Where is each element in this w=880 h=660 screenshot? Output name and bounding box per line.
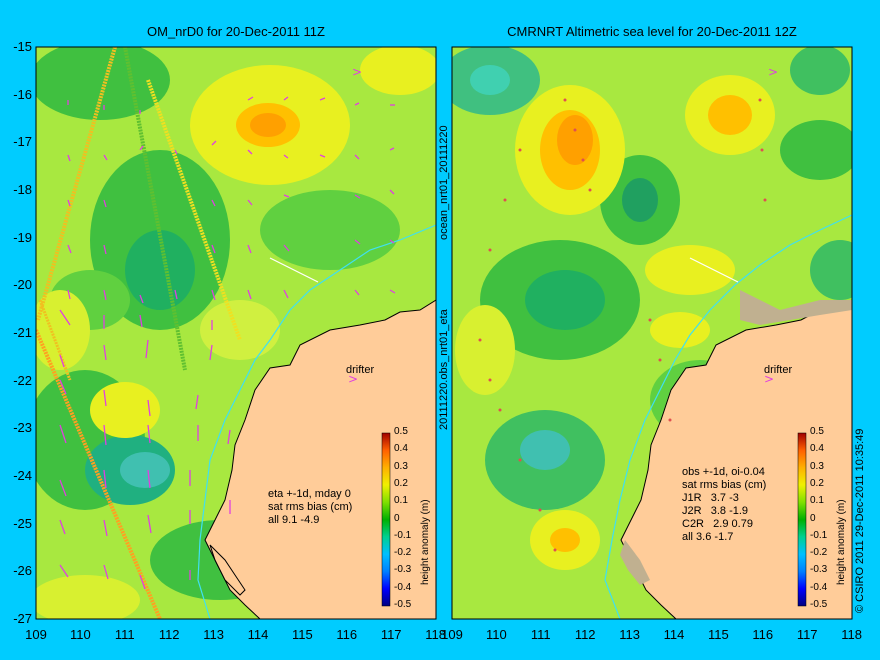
colorbar-tick-label: 0.5 xyxy=(810,426,824,437)
colorbar-label-right: height anomaly (m) xyxy=(836,499,847,585)
y-tick-label: -18 xyxy=(13,182,32,197)
y-tick-label: -17 xyxy=(13,134,32,150)
x-tick-label: 109 xyxy=(25,627,47,642)
drifter-label-right: drifter xyxy=(764,364,793,376)
colorbar-tick-label: 0.5 xyxy=(394,426,408,437)
right-stats: obs +-1d, oi-0.04 sat rms bias (cm) J1R … xyxy=(682,466,767,543)
colorbar-tick-label: -0.3 xyxy=(394,564,412,576)
y-tick-label: -20 xyxy=(13,277,32,293)
colorbar-tick-label: 0.4 xyxy=(394,443,408,455)
altimeter-dots xyxy=(478,98,767,552)
y-tick-label: -15 xyxy=(13,39,32,54)
colorbar-tick-label: 0 xyxy=(394,512,400,524)
y-tick-label: -25 xyxy=(13,515,32,531)
left-map: > > xyxy=(36,47,436,619)
x-tick-label: 118 xyxy=(841,627,862,642)
svg-text:>: > xyxy=(352,65,362,79)
x-tick-label: 110 xyxy=(70,627,91,642)
colorbar-tick-label: -0.5 xyxy=(810,599,828,610)
colorbar-tick-label: -0.4 xyxy=(394,581,412,593)
colorbar-tick-label: -0.2 xyxy=(394,547,412,559)
x-tick-label: 114 xyxy=(247,627,269,642)
colorbar-tick-label: 0.1 xyxy=(810,495,824,507)
x-tick-label: 111 xyxy=(114,627,135,642)
colorbar-tick-label: 0.2 xyxy=(810,477,824,489)
left-stats: eta +-1d, mday 0 sat rms bias (cm) all 9… xyxy=(268,488,353,526)
colorbar-tick-label: -0.1 xyxy=(810,529,828,541)
middle-vertical-label-top: ocean_nrt01_20111220 xyxy=(438,125,450,240)
right-panel-title: CMRNRT Altimetric sea level for 20-Dec-2… xyxy=(507,24,797,39)
y-tick-label: -21 xyxy=(13,325,32,341)
y-tick-label: -23 xyxy=(13,420,32,436)
current-vectors-left xyxy=(59,96,396,590)
colorbar-tick-label: 0.3 xyxy=(394,460,408,472)
colorbar-tick-label: -0.1 xyxy=(394,529,412,541)
x-tick-label: 117 xyxy=(796,627,818,642)
x-tick-label: 117 xyxy=(380,627,402,642)
colorbar-tick-label: 0.2 xyxy=(394,477,408,489)
middle-vertical-label: 20111220.obs_nrt01_eta xyxy=(438,309,450,430)
y-tick-label: -16 xyxy=(13,86,32,102)
colorbar-tick-label: -0.4 xyxy=(810,581,828,593)
x-tick-label: 115 xyxy=(292,627,313,642)
x-tick-label: 111 xyxy=(530,627,551,642)
y-tick-label: -24 xyxy=(13,468,32,484)
credit-text: © CSIRO 2011 29-Dec-2011 10:35:49 xyxy=(854,428,866,613)
colorbar-tick-label: 0 xyxy=(810,512,816,524)
svg-text:>: > xyxy=(348,372,358,386)
colorbar-tick-label: -0.5 xyxy=(394,599,412,610)
colorbar-left xyxy=(381,432,391,607)
x-tick-label: 118 xyxy=(425,627,446,642)
x-tick-label: 112 xyxy=(158,627,180,642)
colorbar-label-left: height anomaly (m) xyxy=(420,499,431,585)
x-tick-label: 110 xyxy=(486,627,507,642)
x-tick-label: 116 xyxy=(336,627,358,642)
x-tick-label: 113 xyxy=(203,627,224,642)
y-tick-label: -27 xyxy=(13,611,32,627)
colorbar-tick-label: 0.3 xyxy=(810,460,824,472)
colorbar-tick-label: 0.4 xyxy=(810,443,824,455)
x-tick-label: 115 xyxy=(708,627,729,642)
x-tick-label: 112 xyxy=(574,627,596,642)
colorbar-tick-label: 0.1 xyxy=(394,495,408,507)
y-tick-label: -26 xyxy=(13,563,32,579)
drifter-label-left: drifter xyxy=(346,364,375,376)
svg-text:>: > xyxy=(768,65,778,79)
colorbar-right xyxy=(797,432,807,607)
y-tick-label: -22 xyxy=(13,372,32,388)
x-tick-label: 109 xyxy=(441,627,463,642)
x-tick-label: 114 xyxy=(663,627,685,642)
colorbar-tick-label: -0.3 xyxy=(810,564,828,576)
y-tick-label: -19 xyxy=(13,229,32,245)
x-tick-label: 116 xyxy=(752,627,774,642)
x-tick-label: 113 xyxy=(619,627,640,642)
colorbar-tick-label: -0.2 xyxy=(810,547,828,559)
right-map: > > xyxy=(452,47,852,619)
left-panel-title: OM_nrD0 for 20-Dec-2011 11Z xyxy=(147,24,325,39)
svg-text:>: > xyxy=(764,372,774,386)
